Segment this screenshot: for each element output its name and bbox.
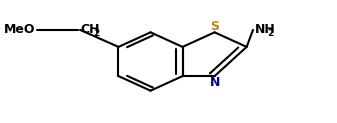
Text: CH: CH <box>80 23 99 36</box>
Text: NH: NH <box>255 23 275 36</box>
Text: S: S <box>210 20 219 33</box>
Text: N: N <box>209 76 220 89</box>
Text: 2: 2 <box>93 29 99 38</box>
Text: 2: 2 <box>268 29 274 38</box>
Text: MeO: MeO <box>4 23 36 36</box>
